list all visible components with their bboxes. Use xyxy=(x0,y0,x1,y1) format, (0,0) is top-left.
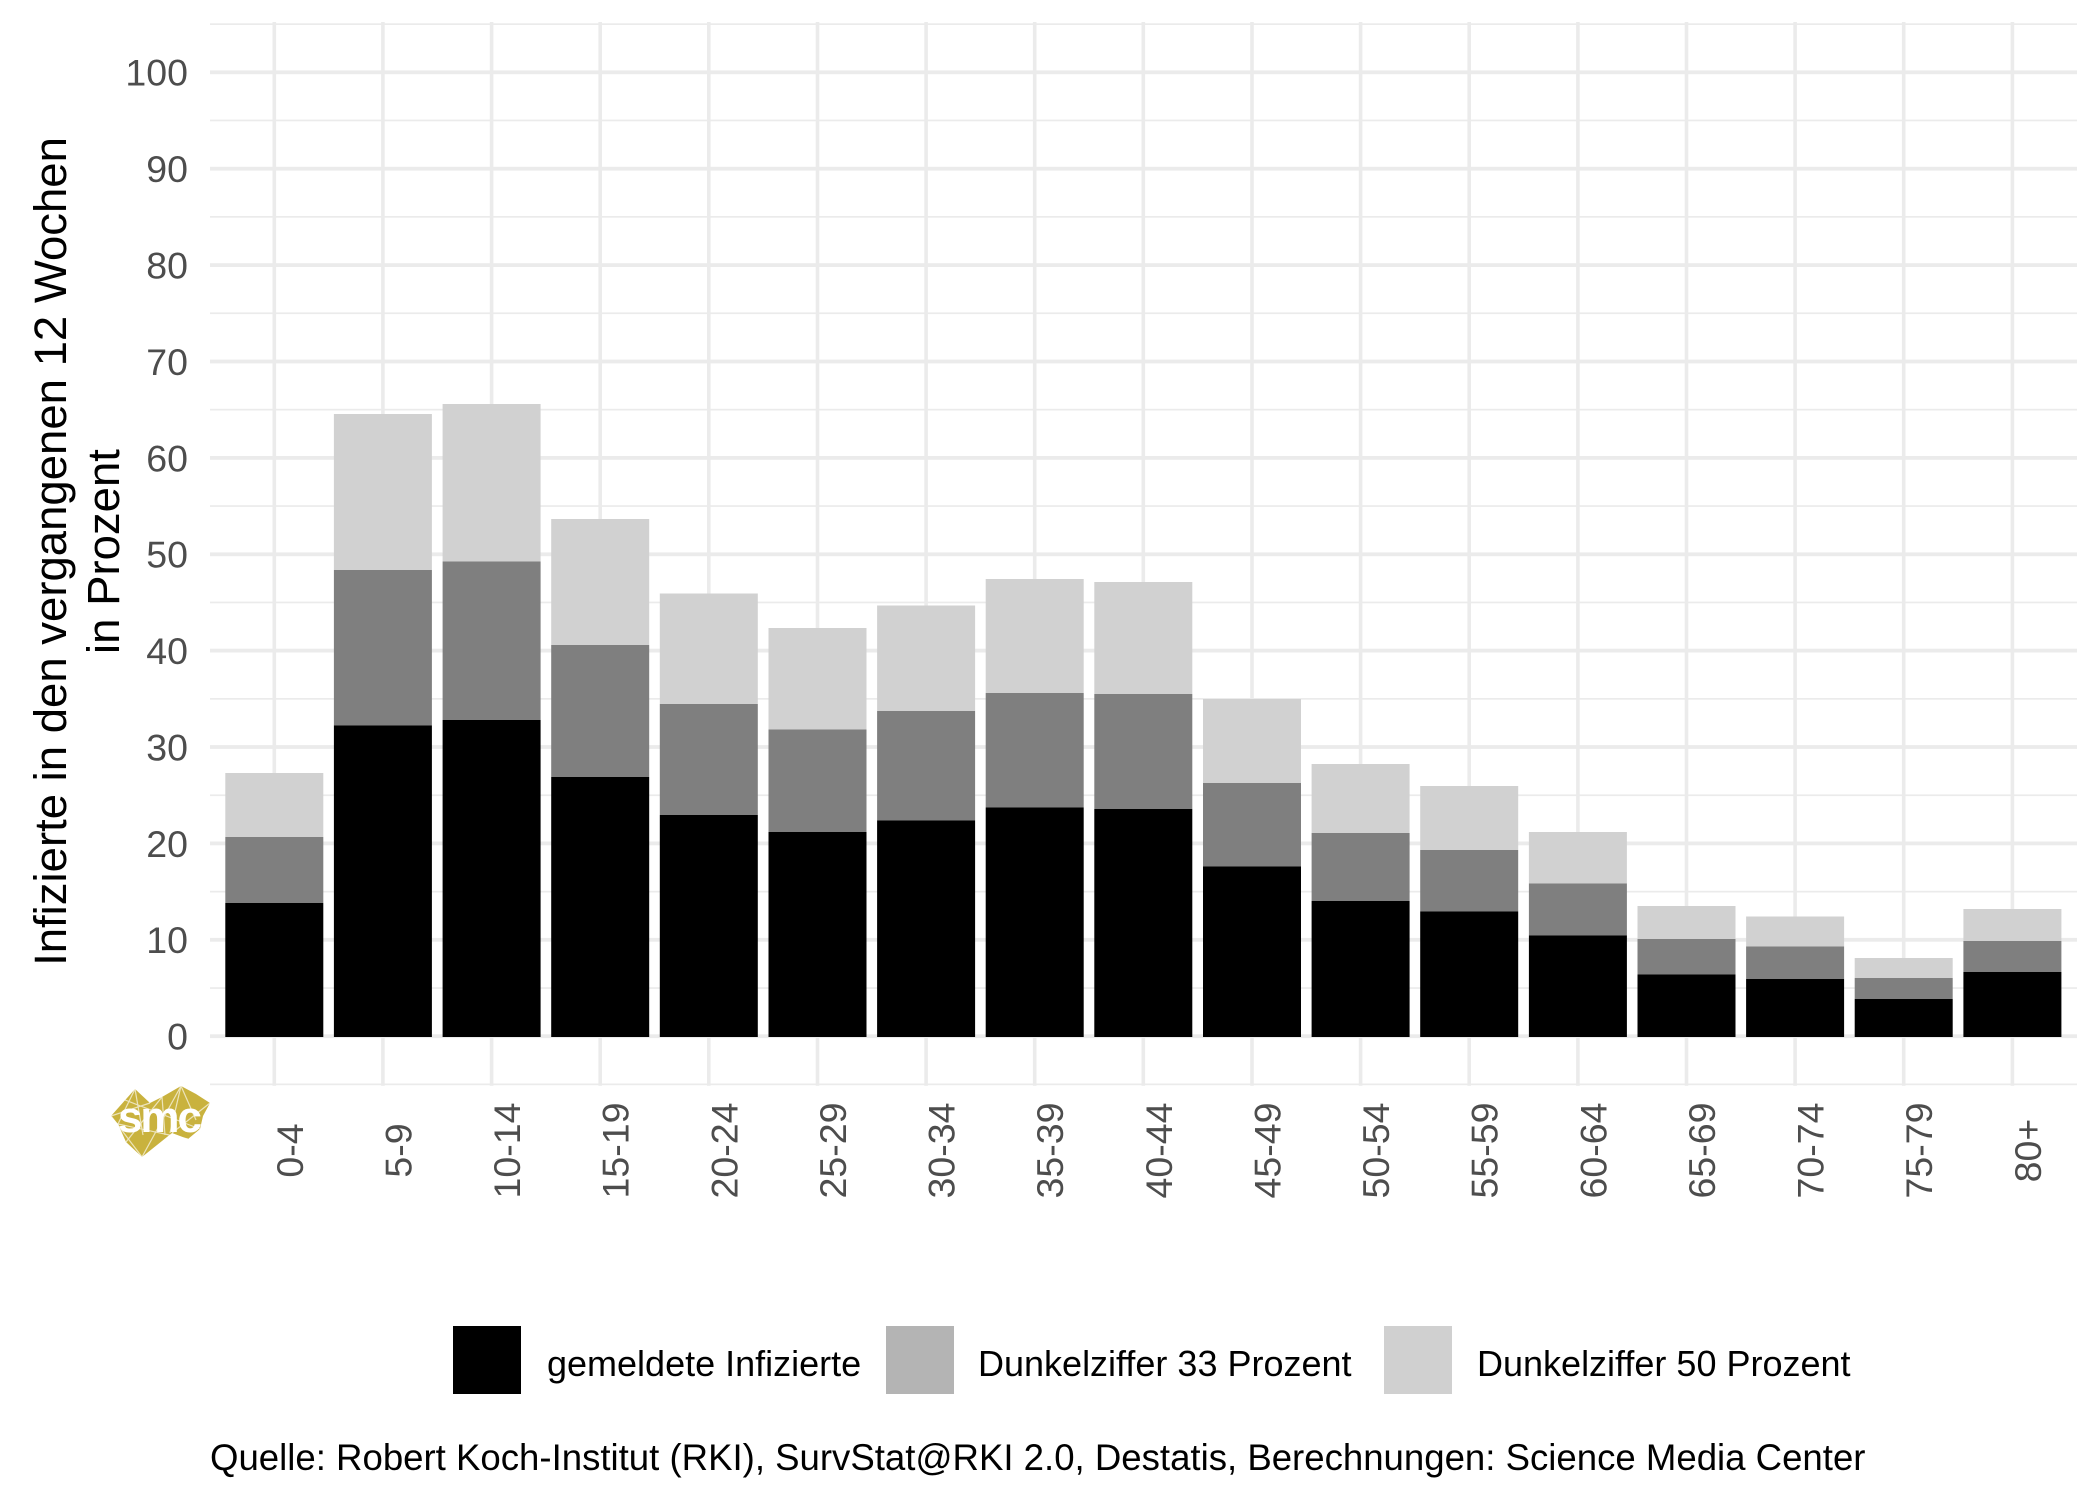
svg-text:75-79: 75-79 xyxy=(1898,1103,1940,1199)
svg-text:40-44: 40-44 xyxy=(1138,1103,1180,1199)
svg-text:20: 20 xyxy=(146,823,188,865)
svg-text:Quelle: Robert Koch-Institut (: Quelle: Robert Koch-Institut (RKI), Surv… xyxy=(210,1437,1865,1478)
svg-text:70-74: 70-74 xyxy=(1790,1103,1832,1199)
svg-text:Infizierte in den vergangenen: Infizierte in den vergangenen 12 Wochen xyxy=(25,137,76,966)
svg-text:90: 90 xyxy=(146,148,188,190)
svg-text:0-4: 0-4 xyxy=(269,1123,311,1177)
svg-text:15-19: 15-19 xyxy=(595,1103,637,1199)
svg-text:5-9: 5-9 xyxy=(377,1123,419,1177)
svg-text:100: 100 xyxy=(125,52,188,94)
svg-text:70: 70 xyxy=(146,341,188,383)
svg-text:10: 10 xyxy=(146,919,188,961)
svg-text:55-59: 55-59 xyxy=(1464,1103,1506,1199)
svg-text:10-14: 10-14 xyxy=(486,1103,528,1199)
svg-text:smc: smc xyxy=(118,1093,202,1142)
svg-text:20-24: 20-24 xyxy=(703,1103,745,1199)
svg-text:65-69: 65-69 xyxy=(1681,1103,1723,1199)
svg-text:45-49: 45-49 xyxy=(1247,1103,1289,1199)
svg-text:40: 40 xyxy=(146,630,188,672)
svg-text:0: 0 xyxy=(167,1016,188,1058)
svg-text:30: 30 xyxy=(146,726,188,768)
svg-text:80+: 80+ xyxy=(2007,1119,2049,1183)
svg-text:80: 80 xyxy=(146,245,188,287)
svg-text:30-34: 30-34 xyxy=(921,1103,963,1199)
svg-text:Dunkelziffer 50 Prozent: Dunkelziffer 50 Prozent xyxy=(1477,1343,1851,1384)
svg-text:60-64: 60-64 xyxy=(1572,1103,1614,1199)
svg-text:50-54: 50-54 xyxy=(1355,1103,1397,1199)
svg-text:25-29: 25-29 xyxy=(812,1103,854,1199)
svg-text:35-39: 35-39 xyxy=(1029,1103,1071,1199)
svg-text:Dunkelziffer 33 Prozent: Dunkelziffer 33 Prozent xyxy=(978,1343,1352,1384)
svg-text:60: 60 xyxy=(146,437,188,479)
svg-text:in Prozent: in Prozent xyxy=(78,449,129,654)
svg-text:50: 50 xyxy=(146,534,188,576)
svg-text:gemeldete Infizierte: gemeldete Infizierte xyxy=(547,1343,861,1384)
